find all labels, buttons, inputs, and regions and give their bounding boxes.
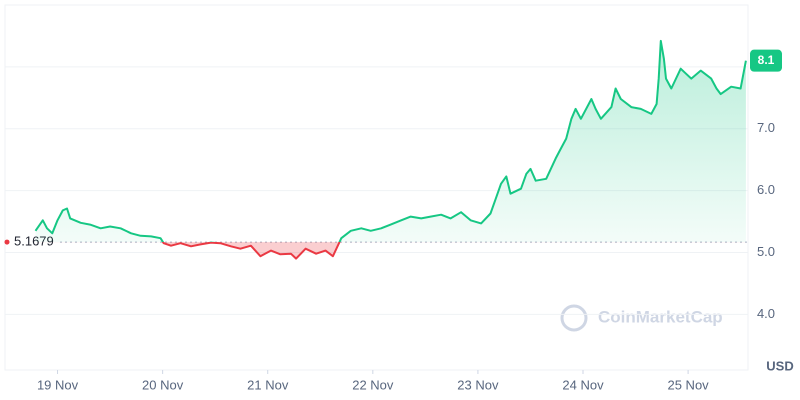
current-label: 8.1 — [758, 53, 775, 67]
x-tick-label: 21 Nov — [247, 377, 289, 392]
price-area — [35, 40, 746, 259]
x-tick-label: 19 Nov — [37, 377, 79, 392]
reference-dot — [4, 239, 10, 245]
y-tick-label: 5.0 — [757, 244, 775, 259]
plot-frame — [4, 4, 749, 371]
x-tick-label: 25 Nov — [667, 377, 709, 392]
y-tick-label: 4.0 — [757, 306, 775, 321]
x-tick-label: 24 Nov — [562, 377, 604, 392]
y-unit-label: USD — [766, 358, 793, 373]
x-tick-label: 20 Nov — [142, 377, 184, 392]
y-tick-label: 7.0 — [757, 120, 775, 135]
watermark: CoinMarketCap — [598, 307, 723, 326]
x-tick-label: 22 Nov — [352, 377, 394, 392]
current-badge — [750, 49, 782, 72]
watermark-logo — [560, 304, 588, 332]
price-line — [34, 39, 747, 260]
x-tick-label: 23 Nov — [457, 377, 499, 392]
y-tick-label: 6.0 — [757, 182, 775, 197]
